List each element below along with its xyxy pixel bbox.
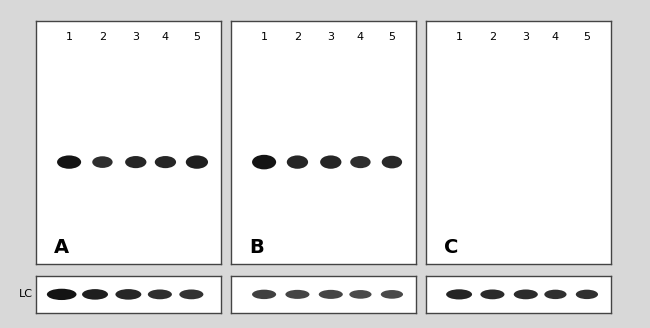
Ellipse shape bbox=[381, 290, 403, 299]
Text: 3: 3 bbox=[523, 32, 529, 42]
Text: LC: LC bbox=[18, 289, 32, 299]
Text: 2: 2 bbox=[294, 32, 301, 42]
Ellipse shape bbox=[148, 290, 172, 299]
Text: A: A bbox=[54, 237, 70, 256]
Ellipse shape bbox=[179, 290, 203, 299]
Text: 3: 3 bbox=[328, 32, 334, 42]
Ellipse shape bbox=[186, 155, 208, 169]
Ellipse shape bbox=[47, 289, 77, 300]
Text: 5: 5 bbox=[194, 32, 200, 42]
Text: 1: 1 bbox=[456, 32, 463, 42]
Text: 4: 4 bbox=[357, 32, 364, 42]
Ellipse shape bbox=[285, 290, 309, 299]
Ellipse shape bbox=[318, 290, 343, 299]
Text: 4: 4 bbox=[162, 32, 169, 42]
Ellipse shape bbox=[349, 290, 372, 299]
Text: B: B bbox=[250, 237, 264, 256]
Text: 4: 4 bbox=[552, 32, 559, 42]
Text: 5: 5 bbox=[584, 32, 590, 42]
Ellipse shape bbox=[252, 290, 276, 299]
Ellipse shape bbox=[320, 155, 341, 169]
Ellipse shape bbox=[446, 289, 472, 299]
Ellipse shape bbox=[116, 289, 141, 300]
Text: 2: 2 bbox=[489, 32, 496, 42]
Ellipse shape bbox=[514, 290, 538, 299]
Text: 2: 2 bbox=[99, 32, 106, 42]
Ellipse shape bbox=[155, 156, 176, 168]
Ellipse shape bbox=[480, 290, 504, 299]
Ellipse shape bbox=[382, 156, 402, 168]
Text: 1: 1 bbox=[66, 32, 73, 42]
Ellipse shape bbox=[125, 156, 146, 168]
Text: 5: 5 bbox=[389, 32, 395, 42]
Text: 3: 3 bbox=[133, 32, 139, 42]
Ellipse shape bbox=[82, 289, 108, 300]
Ellipse shape bbox=[57, 155, 81, 169]
Ellipse shape bbox=[287, 155, 308, 169]
Ellipse shape bbox=[576, 290, 598, 299]
Text: C: C bbox=[445, 237, 459, 256]
Ellipse shape bbox=[92, 156, 112, 168]
Ellipse shape bbox=[252, 155, 276, 169]
Text: 1: 1 bbox=[261, 32, 268, 42]
Ellipse shape bbox=[544, 290, 567, 299]
Ellipse shape bbox=[350, 156, 370, 168]
